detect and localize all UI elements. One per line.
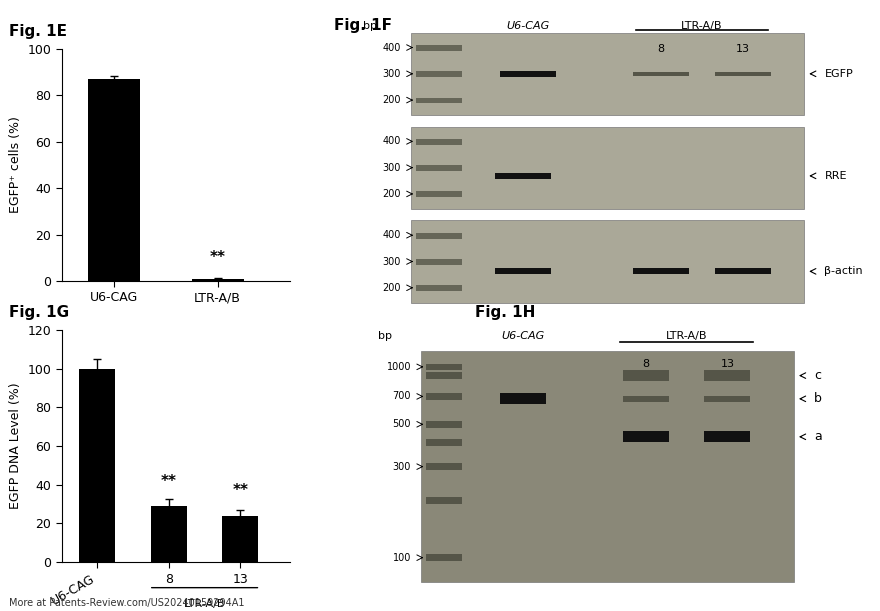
Text: Fig. 1G: Fig. 1G [9, 306, 69, 321]
Bar [715, 268, 771, 274]
Bar [416, 45, 462, 51]
Bar [411, 126, 804, 209]
Bar [633, 268, 689, 274]
Bar [416, 139, 462, 145]
Bar [633, 72, 689, 76]
Text: Fig. 1F: Fig. 1F [334, 18, 392, 34]
Bar [704, 431, 751, 442]
Text: **: ** [161, 474, 177, 489]
Bar [223, 516, 258, 562]
Bar [623, 395, 669, 402]
Text: 400: 400 [383, 136, 400, 147]
Text: 300: 300 [392, 462, 411, 472]
Bar [426, 497, 462, 504]
Bar [416, 259, 462, 265]
Text: LTR-A/B: LTR-A/B [184, 599, 225, 609]
Text: 100: 100 [392, 553, 411, 563]
Bar [411, 221, 804, 302]
Text: 200: 200 [382, 95, 400, 105]
Bar [715, 72, 771, 76]
Bar [426, 463, 462, 470]
Text: 400: 400 [383, 230, 400, 240]
Text: bp: bp [378, 331, 392, 342]
Text: 200: 200 [382, 189, 400, 199]
Bar [495, 173, 551, 179]
Text: 300: 300 [383, 163, 400, 173]
Text: 1000: 1000 [386, 362, 411, 372]
Text: U6-CAG: U6-CAG [507, 21, 550, 31]
Text: 13: 13 [736, 45, 750, 54]
Bar [416, 165, 462, 171]
Bar [623, 370, 669, 381]
Text: 300: 300 [383, 257, 400, 266]
Text: Fig. 1H: Fig. 1H [475, 306, 536, 321]
Bar [426, 364, 462, 370]
Bar [623, 431, 669, 442]
Text: bp: bp [363, 21, 378, 31]
Text: b: b [814, 392, 822, 405]
Text: 500: 500 [392, 419, 411, 430]
Bar [416, 233, 462, 238]
Bar [416, 191, 462, 197]
Text: 200: 200 [382, 283, 400, 293]
Text: 13: 13 [721, 359, 735, 369]
Bar [426, 439, 462, 447]
Bar [426, 393, 462, 400]
Bar [426, 421, 462, 428]
Text: a: a [814, 430, 822, 444]
Bar [192, 279, 244, 281]
Text: More at Patents-Review.com/US20240159294A1: More at Patents-Review.com/US20240159294… [9, 598, 245, 608]
Bar [411, 33, 804, 115]
Y-axis label: EGFP DNA Level (%): EGFP DNA Level (%) [9, 382, 22, 510]
Text: **: ** [232, 483, 248, 499]
Text: Fig. 1E: Fig. 1E [9, 24, 67, 40]
Bar [416, 285, 462, 291]
Bar [426, 554, 462, 562]
Text: 8: 8 [642, 359, 649, 369]
Text: 400: 400 [383, 43, 400, 53]
Bar [501, 393, 546, 404]
Text: EGFP: EGFP [825, 69, 853, 79]
Bar [416, 98, 462, 103]
Y-axis label: EGFP⁺ cells (%): EGFP⁺ cells (%) [9, 117, 22, 213]
Bar [151, 506, 187, 562]
Bar [501, 71, 556, 77]
Bar [422, 351, 794, 582]
Text: 300: 300 [383, 69, 400, 79]
Bar [426, 372, 462, 379]
Bar [704, 395, 751, 402]
Text: **: ** [209, 250, 225, 265]
Text: U6-CAG: U6-CAG [502, 331, 545, 342]
Bar [416, 71, 462, 77]
Bar [495, 268, 551, 274]
Text: 8: 8 [657, 45, 664, 54]
Bar [704, 370, 751, 381]
Text: LTR-A/B: LTR-A/B [681, 21, 722, 31]
Text: LTR-A/B: LTR-A/B [666, 331, 708, 342]
Text: RRE: RRE [825, 171, 847, 181]
Bar [79, 368, 115, 562]
Text: c: c [814, 369, 821, 382]
Bar [88, 79, 140, 281]
Text: β-actin: β-actin [825, 266, 863, 276]
Text: 700: 700 [392, 392, 411, 401]
